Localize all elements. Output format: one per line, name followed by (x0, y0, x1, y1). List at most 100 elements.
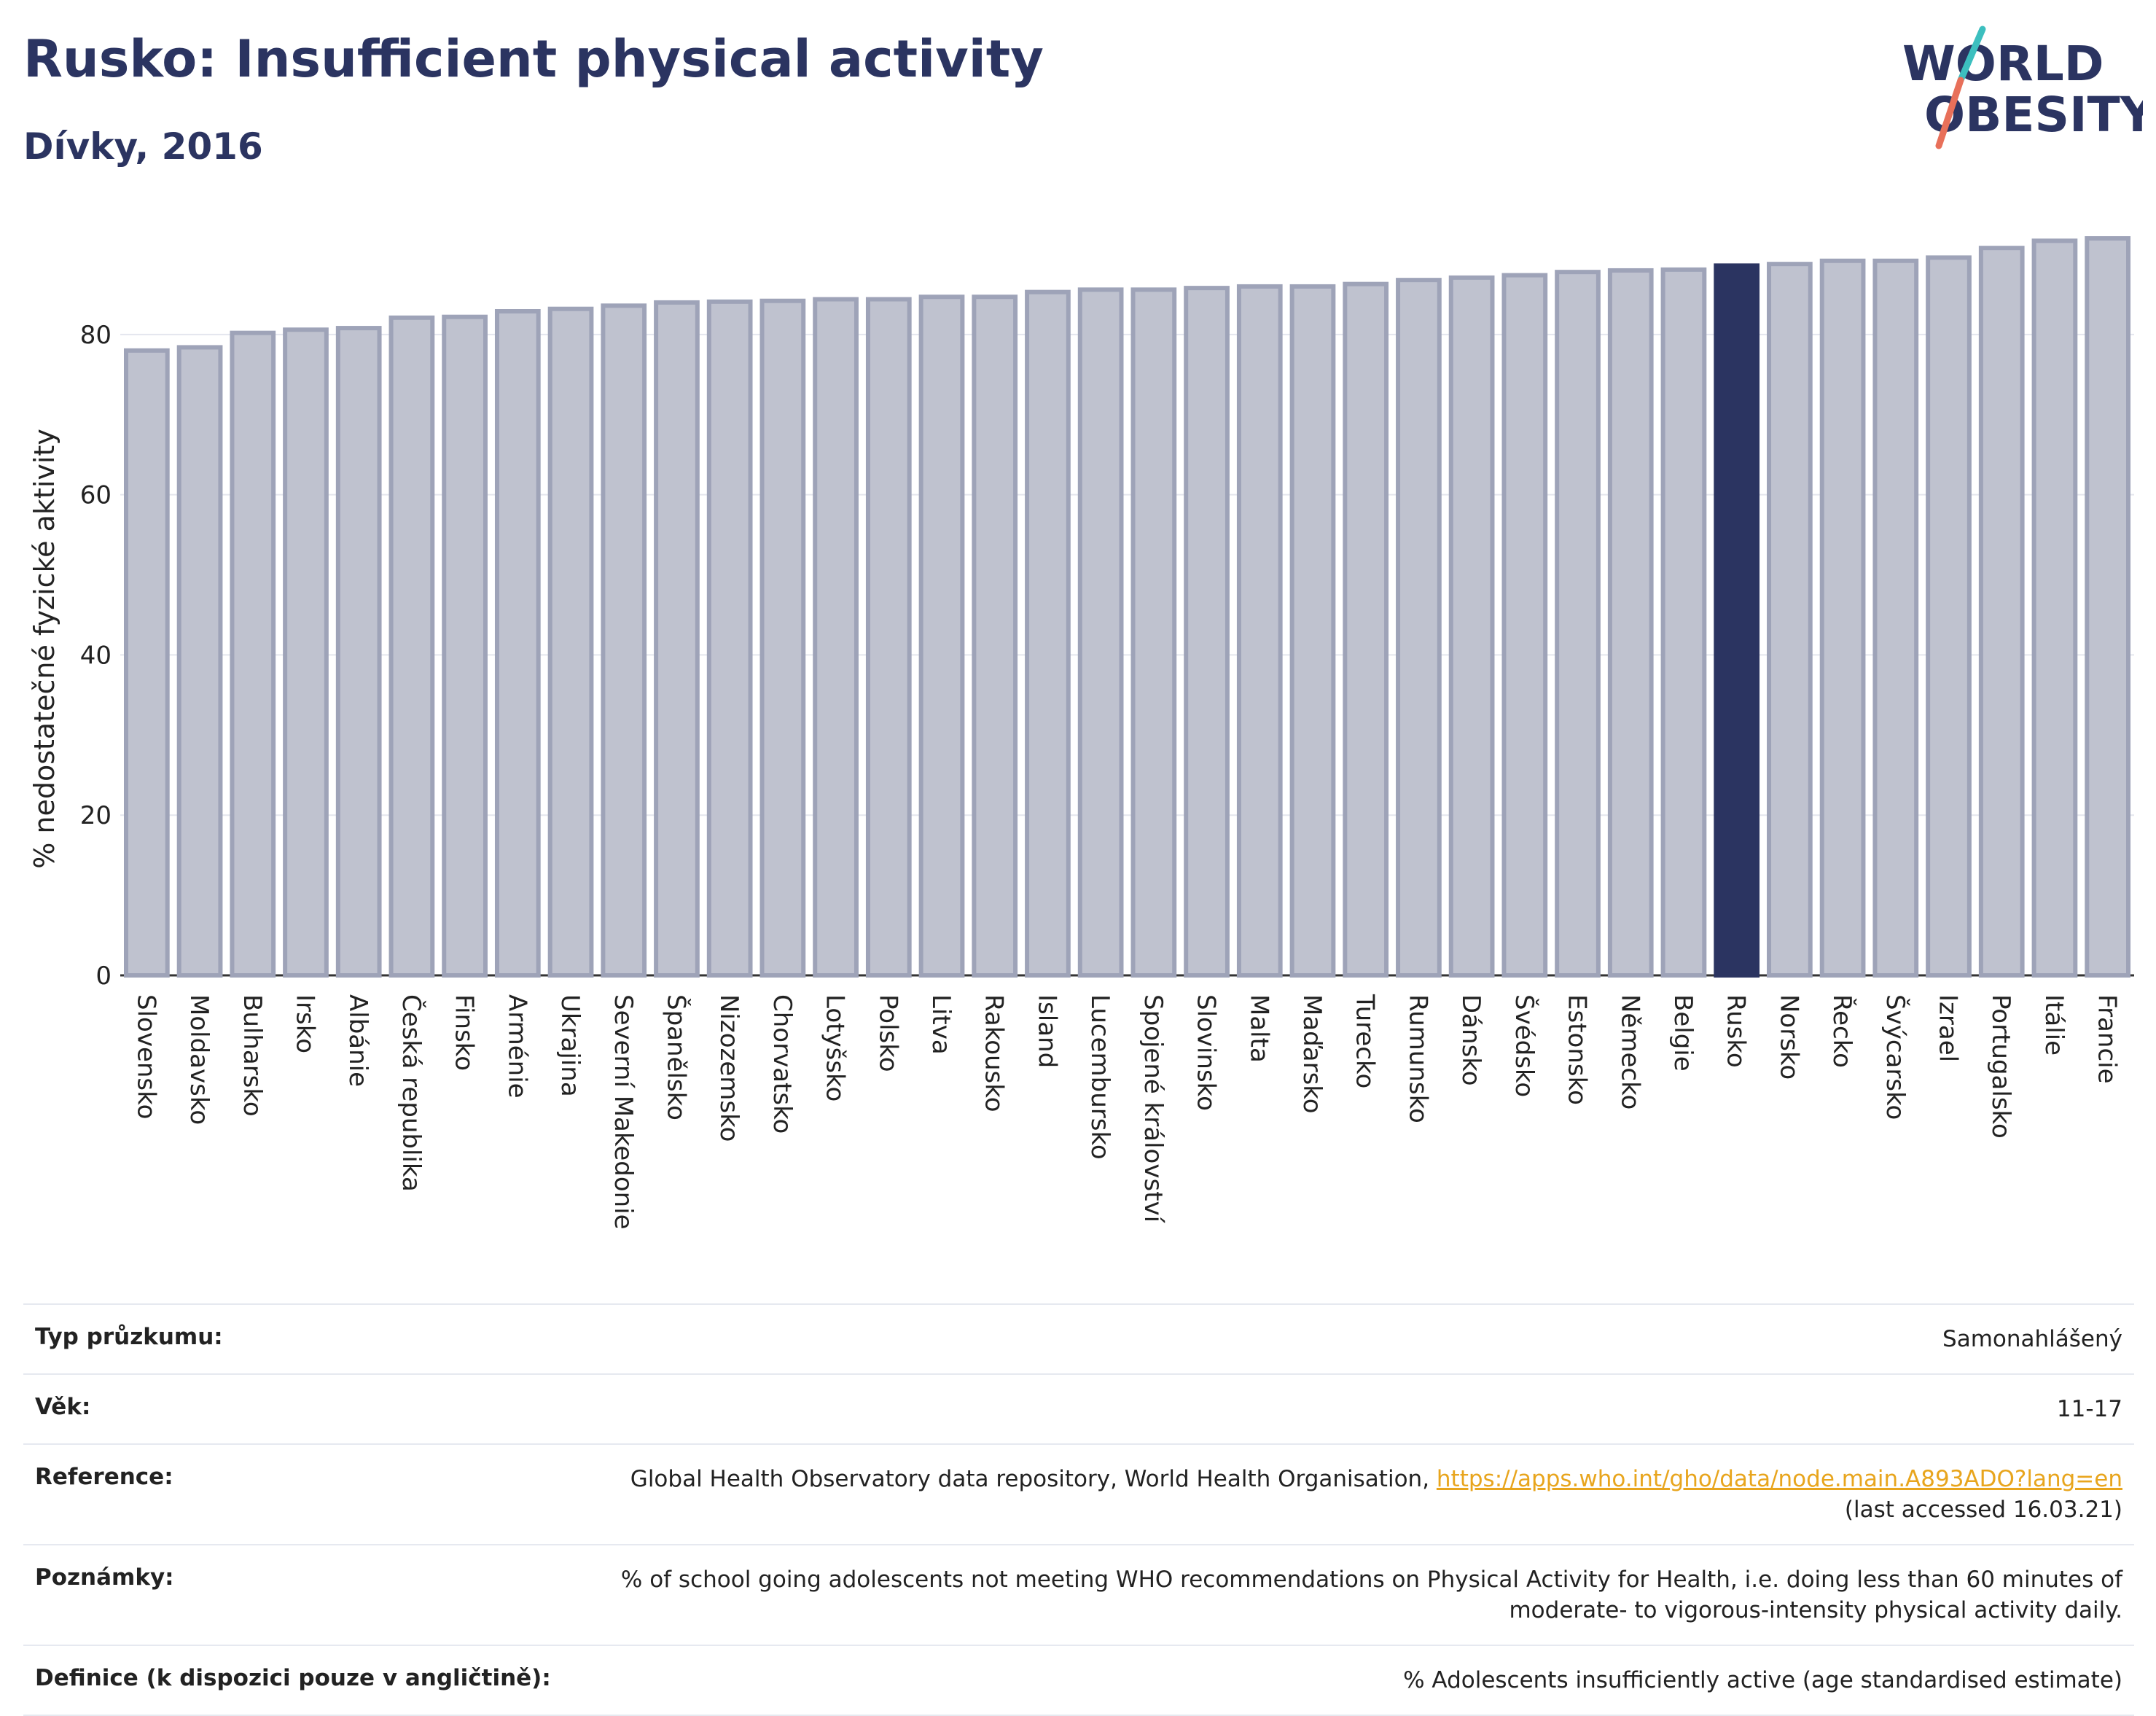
bar-10 (654, 300, 700, 978)
bar-30 (1714, 263, 1760, 978)
bar-34 (1926, 255, 1972, 978)
x-category-label: Maďarsko (1297, 994, 1327, 1114)
bar-15 (918, 295, 965, 978)
reference-link[interactable]: https://apps.who.int/gho/data/node.main.… (1436, 1466, 2122, 1492)
x-category-label: Lucembursko (1085, 994, 1114, 1160)
definition-label: Definice (k dispozici pouze v angličtině… (35, 1665, 551, 1691)
bar-21 (1236, 284, 1283, 978)
y-tick-label: 40 (80, 641, 112, 670)
info-table: Typ průzkumu: Samonahlášený Věk: 11-17 R… (23, 1303, 2134, 1716)
x-category-label: Polsko (873, 994, 902, 1072)
bar-16 (972, 295, 1018, 978)
chart-title: Rusko: Insufficient physical activity (23, 29, 1044, 89)
chart-subtitle: Dívky, 2016 (23, 125, 263, 168)
notes-label: Poznámky: (35, 1564, 174, 1591)
x-category-label: Chorvatsko (768, 994, 797, 1134)
bar-13 (813, 297, 859, 978)
survey-label: Typ průzkumu: (35, 1324, 223, 1350)
notes-value: % of school going adolescents not meetin… (621, 1564, 2122, 1626)
info-row-age: Věk: 11-17 (23, 1375, 2134, 1445)
x-category-label: Bulharsko (238, 994, 267, 1117)
bar-31 (1767, 262, 1813, 978)
info-row-notes: Poznámky: % of school going adolescents … (23, 1545, 2134, 1646)
bar-20 (1184, 286, 1230, 978)
notes-line-2: moderate- to vigorous-intensity physical… (1509, 1597, 2122, 1623)
x-category-label: Malta (1244, 994, 1273, 1063)
bar-32 (1819, 258, 1866, 978)
bar-22 (1289, 284, 1336, 978)
x-category-label: Irsko (290, 994, 319, 1053)
x-category-label: Dánsko (1456, 994, 1485, 1086)
bar-19 (1130, 287, 1177, 978)
world-obesity-logo: WORLD OBESITY (1902, 26, 2143, 149)
survey-value: Samonahlášený (1942, 1326, 2122, 1352)
bar-29 (1660, 267, 1707, 978)
y-axis-ticks: 0 20 40 60 80 (80, 321, 112, 991)
x-category-label: Litva (926, 994, 956, 1055)
x-category-label: Estonsko (1563, 994, 1592, 1105)
bar-12 (759, 298, 806, 978)
x-category-label: Norsko (1774, 994, 1803, 1080)
x-category-label: Portugalsko (1986, 994, 2015, 1139)
bar-11 (706, 299, 753, 978)
reference-text: Global Health Observatory data repositor… (630, 1466, 1430, 1492)
x-category-label: Belgie (1668, 994, 1698, 1072)
x-category-label: Itálie (2039, 994, 2069, 1056)
x-axis-labels: Slovensko Moldavsko Bulharsko Irsko Albánie Č… (131, 994, 2121, 1230)
bar-37 (2085, 236, 2131, 978)
x-category-label: Rakousko (980, 994, 1009, 1112)
x-category-label: Řecko (1827, 994, 1857, 1068)
x-category-label: Slovensko (131, 994, 160, 1119)
y-tick-label: 20 (80, 801, 112, 830)
bar-25 (1448, 275, 1495, 978)
bar-28 (1607, 268, 1654, 978)
y-tick-label: 80 (80, 321, 112, 350)
bar-2 (230, 330, 276, 978)
bar-24 (1396, 278, 1442, 978)
x-category-label: Albánie (343, 994, 372, 1087)
bar-26 (1501, 273, 1548, 978)
reference-accessed: (last accessed 16.03.21) (1844, 1497, 2122, 1523)
x-category-label: Nizozemsko (714, 994, 743, 1142)
x-category-label: Francie (2093, 994, 2122, 1084)
info-row-reference: Reference: Global Health Observatory dat… (23, 1445, 2134, 1545)
y-axis-label: % nedostatečné fyzické aktivity (28, 429, 60, 869)
bar-4 (335, 326, 382, 978)
x-category-label: Švédsko (1509, 994, 1539, 1097)
x-category-label: Island (1032, 994, 1061, 1068)
bar-27 (1555, 270, 1601, 978)
bar-5 (388, 315, 435, 978)
x-category-label: Německo (1615, 994, 1644, 1109)
bar-6 (442, 314, 488, 978)
notes-line-1: % of school going adolescents not meetin… (620, 1567, 2122, 1593)
x-category-label: Turecko (1351, 994, 1380, 1088)
bar-33 (1872, 258, 1919, 978)
info-row-survey: Typ průzkumu: Samonahlášený (23, 1305, 2134, 1375)
bar-3 (283, 327, 329, 978)
bars (123, 236, 2131, 978)
x-category-label: Lotyšsko (821, 994, 850, 1101)
x-category-label: Rusko (1722, 994, 1751, 1068)
x-category-label: Švýcarsko (1880, 994, 1910, 1120)
definition-value: % Adolescents insufficiently active (age… (1403, 1667, 2122, 1693)
bar-17 (1025, 289, 1071, 978)
reference-value: Global Health Observatory data repositor… (630, 1464, 2122, 1525)
x-category-label: Slovinsko (1192, 994, 1221, 1111)
bar-36 (2031, 238, 2078, 978)
y-tick-label: 60 (80, 481, 112, 510)
age-value: 11-17 (2056, 1396, 2122, 1422)
logo-slash-coral (1935, 77, 1964, 149)
bar-14 (865, 297, 912, 978)
age-label: Věk: (35, 1394, 91, 1420)
x-category-label: Severní Makedonie (609, 994, 638, 1230)
bar-35 (1978, 246, 2025, 978)
logo-line-1: WORLD (1902, 36, 2104, 92)
logo-line-2: OBESITY (1924, 87, 2143, 143)
x-category-label: Arménie (502, 994, 531, 1099)
x-category-label: Ukrajina (555, 994, 585, 1097)
reference-label: Reference: (35, 1464, 173, 1490)
logo-slash-teal (1957, 26, 1986, 84)
info-row-definition: Definice (k dispozici pouze v angličtině… (23, 1646, 2134, 1716)
bar-1 (176, 345, 223, 978)
bar-7 (494, 309, 541, 978)
